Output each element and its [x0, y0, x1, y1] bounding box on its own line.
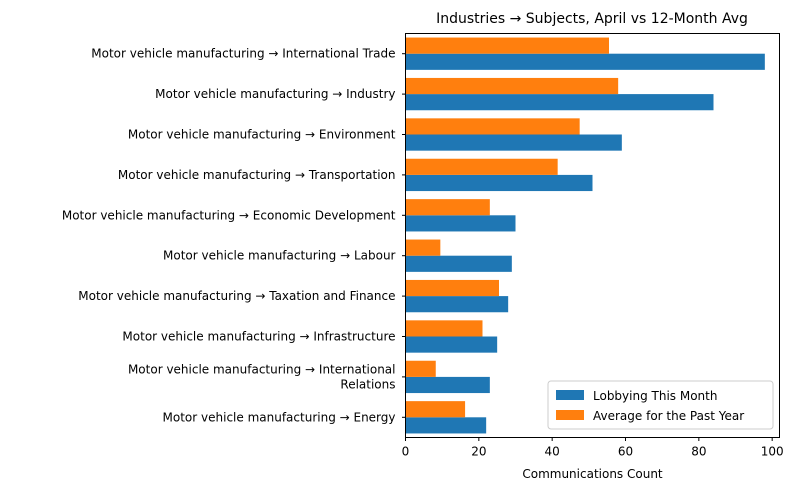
bar-this-month	[405, 134, 622, 151]
y-tick-label: Motor vehicle manufacturing → Energy	[163, 410, 396, 424]
legend-swatch	[556, 410, 584, 420]
y-tick-label: Motor vehicle manufacturing → Economic D…	[62, 208, 396, 222]
bar-past-year-average	[405, 320, 483, 337]
y-tick-label-line: Motor vehicle manufacturing → Industry	[155, 87, 395, 101]
bar-this-month	[405, 255, 512, 272]
bar-this-month	[405, 174, 593, 192]
y-tick-label-line: Motor vehicle manufacturing → Taxation a…	[78, 289, 395, 303]
bar-this-month	[405, 336, 498, 353]
y-tick-label-line: Motor vehicle manufacturing → Economic D…	[62, 208, 396, 222]
x-axis-ticks: 0 20 40 60 80 100	[402, 437, 784, 459]
legend: Lobbying This Month Average for the Past …	[547, 380, 774, 430]
bar-past-year-average	[405, 360, 436, 377]
y-tick-label-line: Motor vehicle manufacturing → Infrastruc…	[122, 330, 395, 344]
y-tick-label: Motor vehicle manufacturing → Environmen…	[128, 128, 396, 142]
bar-this-month	[405, 53, 765, 70]
bar-past-year-average	[405, 239, 441, 256]
bar-past-year-average	[405, 37, 609, 54]
bar-this-month	[405, 376, 490, 394]
chart-title: Industries → Subjects, April vs 12-Month…	[436, 11, 748, 27]
y-tick-labels: Motor vehicle manufacturing → Internatio…	[62, 47, 406, 424]
y-tick-label: Motor vehicle manufacturing → Internatio…	[91, 47, 395, 61]
legend-label: Lobbying This Month	[593, 389, 717, 403]
x-tick-label: 0	[402, 445, 410, 459]
legend-swatch	[556, 390, 584, 400]
y-tick-label: Motor vehicle manufacturing → Transporta…	[118, 168, 396, 182]
bar-this-month	[405, 215, 516, 232]
bar-past-year-average	[405, 401, 466, 418]
y-tick-label-line: Motor vehicle manufacturing → Internatio…	[128, 362, 396, 376]
bar-past-year-average	[405, 118, 580, 135]
x-tick-label: 20	[471, 445, 486, 459]
bar-past-year-average	[405, 279, 499, 297]
bar-past-year-average	[405, 77, 619, 95]
plot-frame	[405, 33, 780, 438]
y-tick-label-line: Motor vehicle manufacturing → Energy	[163, 410, 396, 424]
x-tick-label: 60	[618, 445, 633, 459]
x-tick-label: 100	[761, 445, 784, 459]
y-tick-label: Motor vehicle manufacturing → Labour	[163, 249, 396, 263]
bar-past-year-average	[405, 158, 558, 175]
y-tick-label: Motor vehicle manufacturing → Infrastruc…	[122, 330, 395, 344]
x-tick-label: 40	[545, 445, 560, 459]
y-tick-label-line: Motor vehicle manufacturing → Transporta…	[118, 168, 396, 182]
legend-label: Average for the Past Year	[593, 409, 744, 423]
y-tick-label: Motor vehicle manufacturing → Internatio…	[128, 362, 396, 391]
bar-this-month	[405, 94, 714, 111]
y-tick-label: Motor vehicle manufacturing → Taxation a…	[78, 289, 395, 303]
y-tick-label: Motor vehicle manufacturing → Industry	[155, 87, 395, 101]
bar-this-month	[405, 296, 509, 313]
bar-past-year-average	[405, 199, 490, 216]
y-tick-label-line: Motor vehicle manufacturing → Environmen…	[128, 128, 396, 142]
x-tick-label: 80	[691, 445, 706, 459]
y-tick-label-line: Motor vehicle manufacturing → Labour	[163, 249, 396, 263]
bars-group	[405, 37, 765, 434]
y-tick-label-line: Motor vehicle manufacturing → Internatio…	[91, 47, 395, 61]
x-axis-label: Communications Count	[522, 467, 663, 481]
bar-this-month	[405, 417, 487, 434]
y-tick-label-line: Relations	[340, 377, 395, 391]
legend-box	[547, 380, 774, 430]
